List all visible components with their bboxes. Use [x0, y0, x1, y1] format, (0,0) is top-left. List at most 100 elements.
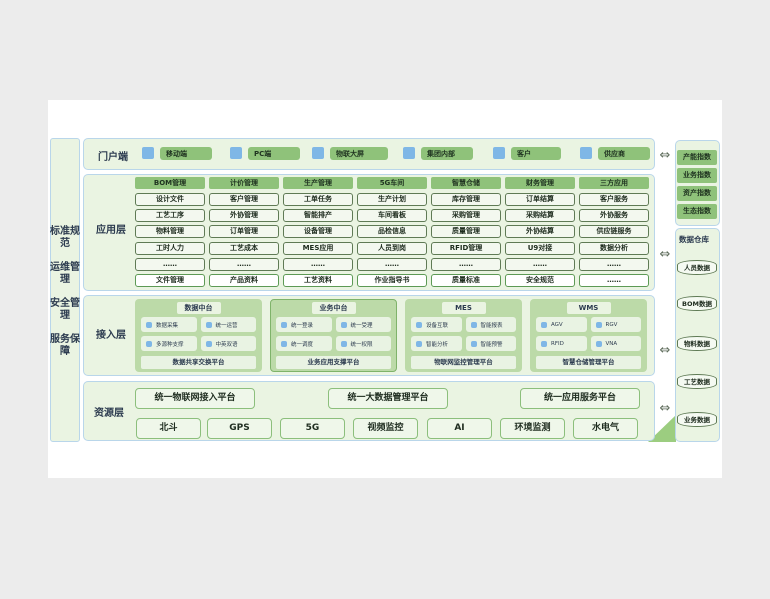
access-item[interactable]: VNA: [590, 336, 641, 351]
access-group-title: MES: [441, 302, 486, 314]
app-item[interactable]: 车间看板: [357, 209, 427, 223]
index-item[interactable]: 资产指数: [677, 186, 717, 201]
app-item[interactable]: ……: [505, 257, 575, 271]
access-platform[interactable]: 数据共享交换平台: [141, 356, 256, 369]
warehouse-item[interactable]: 物料数据: [677, 336, 717, 351]
resource-item[interactable]: GPS: [207, 418, 272, 439]
access-item[interactable]: 统一受理: [335, 317, 391, 332]
access-platform[interactable]: 业务应用支撑平台: [276, 356, 391, 369]
app-item[interactable]: 供应链服务: [579, 225, 649, 239]
access-item[interactable]: 统一运营: [200, 317, 256, 332]
index-item[interactable]: 业务指数: [677, 168, 717, 183]
portal-item-2[interactable]: 物联大屏: [330, 147, 388, 160]
warehouse-item[interactable]: 人员数据: [677, 260, 717, 275]
app-item[interactable]: ……: [283, 257, 353, 271]
warehouse-item[interactable]: 业务数据: [677, 412, 717, 427]
access-item[interactable]: 智能预警: [465, 336, 516, 351]
warehouse-item[interactable]: 工艺数据: [677, 374, 717, 389]
access-item[interactable]: RFID: [536, 336, 587, 351]
access-item[interactable]: 数据采集: [141, 317, 197, 332]
resource-platform[interactable]: 统一大数据管理平台: [328, 388, 448, 409]
app-column-header[interactable]: BOM管理: [135, 177, 205, 189]
app-item[interactable]: 库存管理: [431, 193, 501, 206]
index-item[interactable]: 产能指数: [677, 150, 717, 165]
portal-item-5[interactable]: 供应商: [598, 147, 650, 160]
resource-item[interactable]: 5G: [280, 418, 345, 439]
app-item[interactable]: U9对接: [505, 241, 575, 255]
app-item[interactable]: RFID管理: [431, 241, 501, 255]
app-item[interactable]: 工艺成本: [209, 241, 279, 255]
app-item[interactable]: ……: [431, 257, 501, 271]
app-item[interactable]: ……: [135, 257, 205, 271]
app-item[interactable]: 外协结算: [505, 225, 575, 239]
resource-item[interactable]: AI: [427, 418, 492, 439]
portal-item-1[interactable]: PC端: [248, 147, 300, 160]
app-item[interactable]: 订单管理: [209, 225, 279, 239]
app-column-header[interactable]: 财务管理: [505, 177, 575, 189]
index-item[interactable]: 生态指数: [677, 204, 717, 219]
building-icon: [403, 147, 415, 159]
app-item[interactable]: MES应用: [283, 241, 353, 255]
app-item[interactable]: 安全规范: [505, 274, 575, 287]
app-item[interactable]: 设计文件: [135, 193, 205, 206]
app-column-header[interactable]: 生产管理: [283, 177, 353, 189]
app-column-header[interactable]: 计价管理: [209, 177, 279, 189]
access-item[interactable]: 智能报表: [465, 317, 516, 332]
access-item[interactable]: 统一登录: [276, 317, 332, 332]
resource-item[interactable]: 视频监控: [353, 418, 418, 439]
app-item[interactable]: 采购结算: [505, 209, 575, 223]
access-platform[interactable]: 智慧仓储管理平台: [536, 356, 641, 369]
app-item[interactable]: 产品资料: [209, 274, 279, 287]
user-icon: [580, 147, 592, 159]
app-item[interactable]: 工艺资料: [283, 274, 353, 287]
app-item[interactable]: 人员到岗: [357, 241, 427, 255]
app-column-header[interactable]: 三方应用: [579, 177, 649, 189]
app-item[interactable]: 数据分析: [579, 241, 649, 255]
app-item[interactable]: 作业指导书: [357, 274, 427, 287]
app-item[interactable]: 物料管理: [135, 225, 205, 239]
app-item[interactable]: ……: [579, 274, 649, 287]
app-item[interactable]: 生产计划: [357, 193, 427, 206]
app-item[interactable]: 工时人力: [135, 241, 205, 255]
app-item[interactable]: 订单结算: [505, 193, 575, 206]
portal-item-0[interactable]: 移动端: [160, 147, 212, 160]
access-item[interactable]: 智能分析: [411, 336, 462, 351]
app-item[interactable]: ……: [579, 257, 649, 271]
app-column-header[interactable]: 5G车间: [357, 177, 427, 189]
app-item[interactable]: 工艺工序: [135, 209, 205, 223]
app-column-header[interactable]: 智慧仓储: [431, 177, 501, 189]
access-item[interactable]: RGV: [590, 317, 641, 332]
resource-item[interactable]: 北斗: [136, 418, 201, 439]
warehouse-item[interactable]: BOM数据: [677, 296, 717, 311]
app-item[interactable]: ……: [209, 257, 279, 271]
access-item[interactable]: 设备互联: [411, 317, 462, 332]
feature-icon: [281, 340, 287, 347]
app-item[interactable]: 智能排产: [283, 209, 353, 223]
access-item[interactable]: 多源种支撑: [141, 336, 197, 351]
portal-item-3[interactable]: 集团内部: [421, 147, 473, 160]
resource-platform[interactable]: 统一应用服务平台: [520, 388, 640, 409]
app-item[interactable]: 外协管理: [209, 209, 279, 223]
app-item[interactable]: 品检信息: [357, 225, 427, 239]
resource-item[interactable]: 环境监测: [500, 418, 565, 439]
monitor-icon: [230, 147, 242, 159]
app-item[interactable]: 客户管理: [209, 193, 279, 206]
feature-icon: [281, 321, 287, 328]
app-item[interactable]: 客户服务: [579, 193, 649, 206]
portal-item-4[interactable]: 客户: [511, 147, 561, 160]
access-item[interactable]: 统一调度: [276, 336, 332, 351]
resource-item[interactable]: 水电气: [573, 418, 638, 439]
access-item[interactable]: 统一权限: [335, 336, 391, 351]
app-item[interactable]: 质量标准: [431, 274, 501, 287]
app-item[interactable]: 外协服务: [579, 209, 649, 223]
app-item[interactable]: 工单任务: [283, 193, 353, 206]
access-item[interactable]: 中英双语: [200, 336, 256, 351]
app-item[interactable]: 设备管理: [283, 225, 353, 239]
app-item[interactable]: 质量管理: [431, 225, 501, 239]
app-item[interactable]: ……: [357, 257, 427, 271]
app-item[interactable]: 文件管理: [135, 274, 205, 287]
resource-platform[interactable]: 统一物联网接入平台: [135, 388, 255, 409]
access-item[interactable]: AGV: [536, 317, 587, 332]
app-item[interactable]: 采购管理: [431, 209, 501, 223]
access-platform[interactable]: 物联网监控管理平台: [411, 356, 516, 369]
